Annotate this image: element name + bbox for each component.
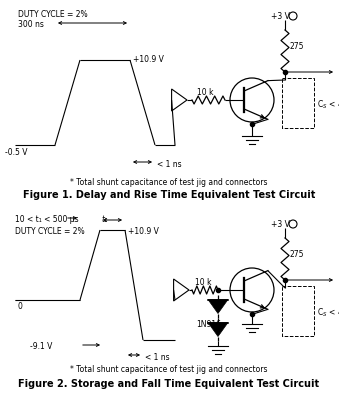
Text: +3 V: +3 V	[271, 220, 290, 229]
Text: 275: 275	[290, 42, 304, 51]
Text: 0: 0	[17, 302, 22, 311]
Text: 1N916: 1N916	[196, 320, 221, 329]
Text: 10 < t₁ < 500 μs: 10 < t₁ < 500 μs	[15, 215, 79, 224]
Text: DUTY CYCLE = 2%: DUTY CYCLE = 2%	[18, 10, 87, 19]
Text: C$_S$ < 4 pF*: C$_S$ < 4 pF*	[317, 98, 339, 111]
Text: +10.9 V: +10.9 V	[128, 227, 159, 236]
Text: +3 V: +3 V	[271, 12, 290, 21]
Text: 10 k: 10 k	[197, 88, 214, 97]
Text: < 1 ns: < 1 ns	[145, 353, 170, 362]
Text: C$_S$ < 4 pF*: C$_S$ < 4 pF*	[317, 306, 339, 319]
Text: -0.5 V: -0.5 V	[5, 148, 27, 157]
Text: +10.9 V: +10.9 V	[133, 55, 164, 64]
Text: < 1 ns: < 1 ns	[157, 160, 182, 169]
Text: t₁: t₁	[102, 215, 108, 224]
Text: Figure 1. Delay and Rise Time Equivalent Test Circuit: Figure 1. Delay and Rise Time Equivalent…	[23, 190, 315, 200]
Text: DUTY CYCLE = 2%: DUTY CYCLE = 2%	[15, 227, 85, 236]
Text: * Total shunt capacitance of test jig and connectors: * Total shunt capacitance of test jig an…	[70, 178, 268, 187]
Text: 275: 275	[290, 250, 304, 259]
Polygon shape	[208, 322, 228, 336]
Text: -9.1 V: -9.1 V	[30, 342, 52, 351]
Text: 300 ns: 300 ns	[18, 20, 44, 29]
Text: 10 k: 10 k	[195, 278, 212, 287]
Polygon shape	[208, 300, 228, 314]
Text: Figure 2. Storage and Fall Time Equivalent Test Circuit: Figure 2. Storage and Fall Time Equivale…	[18, 379, 320, 389]
Text: * Total shunt capacitance of test jig and connectors: * Total shunt capacitance of test jig an…	[70, 365, 268, 374]
